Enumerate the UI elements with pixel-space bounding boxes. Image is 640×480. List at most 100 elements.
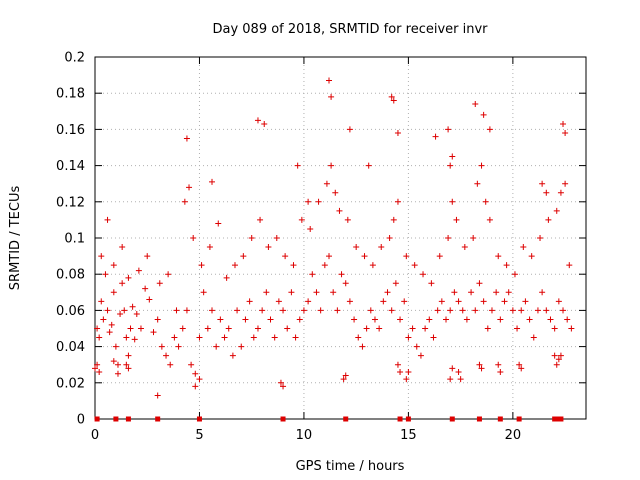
data-point	[420, 271, 427, 278]
data-point	[198, 262, 205, 269]
data-point	[495, 361, 502, 368]
data-point	[254, 325, 261, 332]
data-point	[411, 262, 418, 269]
x-axis-label: GPS time / hours	[296, 459, 405, 474]
data-point	[271, 334, 278, 341]
data-point	[121, 307, 128, 314]
data-point	[305, 298, 312, 305]
data-point	[92, 365, 98, 372]
data-point	[175, 343, 182, 350]
y-tick-label: 0.2	[64, 51, 85, 66]
data-point	[451, 289, 458, 296]
data-point	[127, 325, 134, 332]
data-point	[94, 325, 101, 332]
x-tick-label: 0	[91, 428, 99, 443]
data-point	[384, 289, 391, 296]
data-point	[163, 352, 170, 359]
data-point	[171, 334, 178, 341]
data-point	[98, 253, 105, 260]
data-point	[96, 334, 103, 341]
data-point	[284, 325, 291, 332]
data-point	[486, 126, 493, 133]
data-point	[403, 253, 410, 260]
data-point	[144, 253, 151, 260]
data-point	[221, 334, 228, 341]
data-point	[240, 253, 247, 260]
data-point	[131, 336, 138, 343]
data-point	[254, 117, 261, 124]
data-point	[472, 307, 479, 314]
data-point	[154, 316, 161, 323]
data-point	[158, 343, 165, 350]
data-point	[394, 198, 401, 205]
data-point	[288, 289, 295, 296]
data-point	[505, 289, 512, 296]
data-point	[476, 361, 483, 368]
data-point	[449, 153, 456, 160]
data-point	[530, 334, 537, 341]
data-point	[428, 280, 435, 287]
data-point	[206, 244, 213, 251]
data-point	[528, 253, 535, 260]
data-point	[557, 189, 564, 196]
data-point	[445, 235, 452, 241]
data-point	[547, 316, 554, 323]
data-point	[388, 93, 395, 100]
data-point	[106, 329, 113, 336]
data-point	[181, 198, 188, 205]
data-point	[223, 274, 230, 281]
data-point	[273, 235, 280, 241]
data-point	[209, 307, 216, 314]
data-point	[323, 180, 330, 187]
data-point	[401, 298, 408, 305]
data-point	[543, 307, 550, 314]
data-point	[484, 325, 491, 332]
data-point	[438, 298, 445, 305]
data-point	[449, 198, 456, 205]
data-point	[135, 267, 142, 274]
data-point	[392, 280, 399, 287]
data-point	[123, 361, 130, 368]
data-point	[196, 334, 203, 341]
data-point	[313, 289, 320, 296]
data-point	[225, 325, 232, 332]
data-point	[156, 280, 163, 287]
data-point	[566, 262, 573, 269]
data-point	[346, 126, 353, 133]
data-point	[125, 365, 132, 372]
axis-marker	[280, 416, 286, 422]
data-point	[472, 101, 479, 108]
data-point	[447, 376, 454, 383]
data-point	[480, 298, 487, 305]
data-point	[470, 235, 477, 241]
data-point	[119, 280, 126, 287]
data-point	[461, 244, 468, 251]
data-point	[390, 97, 397, 104]
data-point	[365, 162, 372, 169]
data-point	[369, 262, 376, 269]
data-point	[522, 298, 529, 305]
data-point	[394, 361, 401, 368]
axis-marker	[196, 416, 202, 422]
data-point	[447, 307, 454, 314]
data-point	[457, 376, 464, 383]
data-point	[380, 298, 387, 305]
data-point	[125, 352, 132, 359]
data-point	[104, 307, 111, 314]
data-point	[493, 289, 500, 296]
data-point	[564, 316, 571, 323]
axis-marker	[343, 416, 349, 422]
data-point	[344, 216, 351, 223]
data-point	[511, 271, 518, 278]
data-point	[478, 365, 485, 372]
data-point	[290, 262, 297, 269]
data-point	[146, 296, 153, 303]
data-point	[217, 316, 224, 323]
data-point	[215, 220, 222, 227]
data-point	[112, 343, 119, 350]
data-point	[503, 262, 510, 269]
data-point	[426, 316, 433, 323]
data-point	[495, 253, 502, 260]
data-point	[557, 352, 564, 359]
data-point	[376, 325, 383, 332]
